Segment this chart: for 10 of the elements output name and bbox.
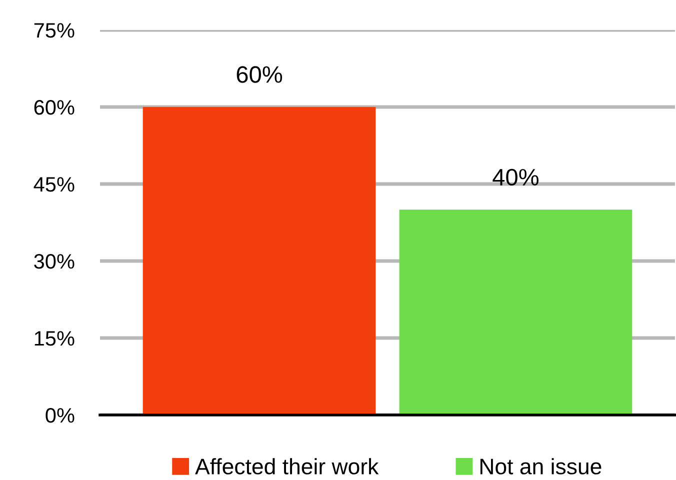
y-tick-label: 30% xyxy=(34,254,74,269)
y-tick-label: 15% xyxy=(34,331,74,346)
legend-label: Not an issue xyxy=(480,458,602,474)
y-tick-label: 45% xyxy=(34,177,74,192)
data-label: 60% xyxy=(236,66,282,83)
y-tick-label: 75% xyxy=(34,23,74,38)
y-tick-label: 60% xyxy=(34,100,74,115)
legend-label: Affected their work xyxy=(195,458,379,474)
y-tick-label: 0% xyxy=(46,408,74,423)
data-label: 40% xyxy=(492,168,539,186)
